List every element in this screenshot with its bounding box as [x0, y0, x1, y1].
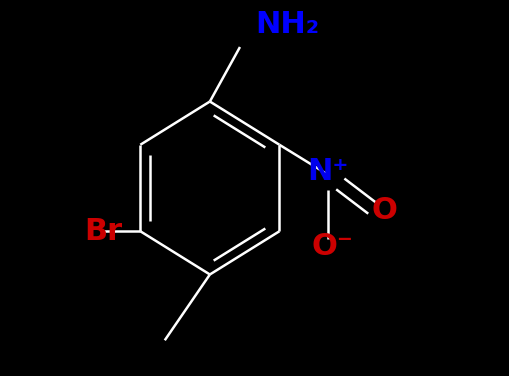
Text: O: O [371, 196, 397, 225]
Text: O⁻: O⁻ [310, 232, 352, 261]
Text: N⁺: N⁺ [307, 156, 348, 186]
Text: Br: Br [84, 217, 122, 246]
Text: NH₂: NH₂ [254, 11, 319, 39]
